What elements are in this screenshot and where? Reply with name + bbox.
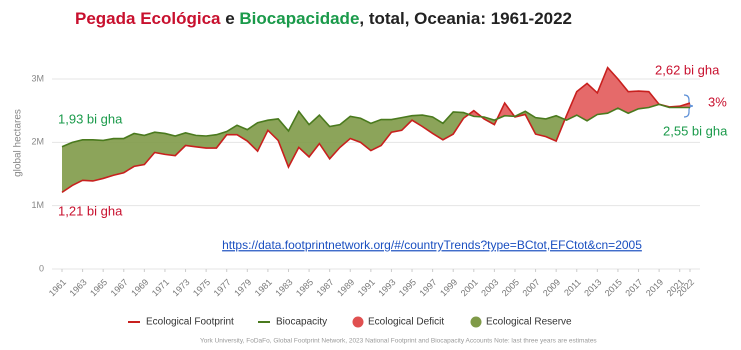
y-tick-label: 2M xyxy=(31,137,44,147)
title-part: e xyxy=(221,9,240,28)
x-tick-label: 2007 xyxy=(520,277,541,298)
footprint-line xyxy=(61,66,691,194)
x-tick-label: 1963 xyxy=(67,277,88,298)
x-tick-label: 1983 xyxy=(273,277,294,298)
legend-label: Ecological Footprint xyxy=(146,317,234,328)
x-tick-label: 2003 xyxy=(479,277,500,298)
legend-label: Ecological Deficit xyxy=(368,317,444,328)
x-tick-label: 1979 xyxy=(232,277,253,298)
source-url[interactable]: https://data.footprintnetwork.org/#/coun… xyxy=(222,238,642,252)
x-tick-label: 2015 xyxy=(603,277,624,298)
legend-label: Ecological Reserve xyxy=(486,317,572,328)
x-tick-label: 1981 xyxy=(253,277,274,298)
legend-swatch xyxy=(470,316,482,328)
brace xyxy=(683,94,694,118)
source-note: York University, FoDaFo, Global Footprin… xyxy=(200,338,597,345)
annotation: 1,21 bi gha xyxy=(58,203,123,218)
legend-label: Biocapacity xyxy=(276,317,327,328)
y-tick-label: 3M xyxy=(31,73,44,83)
title-part: , total, Oceania: 1961-2022 xyxy=(359,9,572,28)
x-tick-label: 1965 xyxy=(88,277,109,298)
x-tick-label: 1985 xyxy=(294,277,315,298)
x-tick-label: 1993 xyxy=(376,277,397,298)
x-tick-label: 1975 xyxy=(191,277,212,298)
biocapacity-line xyxy=(61,103,690,148)
x-tick-label: 2019 xyxy=(644,277,665,298)
annotation: 2,55 bi gha xyxy=(663,123,728,138)
x-tick-label: 2001 xyxy=(459,277,480,298)
x-tick-label: 2017 xyxy=(623,277,644,298)
x-tick-label: 1995 xyxy=(397,277,418,298)
x-tick-label: 2005 xyxy=(500,277,521,298)
y-axis-label: global hectares xyxy=(13,109,24,177)
x-tick-label: 1973 xyxy=(170,277,191,298)
x-tick-label: 1967 xyxy=(109,277,130,298)
y-tick-label: 1M xyxy=(31,200,44,210)
chart-title: Pegada Ecológica e Biocapacidade, total,… xyxy=(75,9,572,28)
annotation: 1,93 bi gha xyxy=(58,111,123,126)
x-tick-label: 1969 xyxy=(129,277,150,298)
x-tick-label: 1961 xyxy=(47,277,68,298)
x-tick-label: 2013 xyxy=(582,277,603,298)
annotation: 2,62 bi gha xyxy=(655,62,720,77)
y-tick-label: 0 xyxy=(39,263,44,273)
x-tick-label: 1977 xyxy=(212,277,233,298)
legend-swatch xyxy=(352,316,364,328)
x-tick-label: 1991 xyxy=(356,277,377,298)
x-tick-label: 1999 xyxy=(438,277,459,298)
title-part: Pegada Ecológica xyxy=(75,9,221,28)
x-tick-label: 1989 xyxy=(335,277,356,298)
x-tick-label: 1997 xyxy=(417,277,438,298)
x-tick-label: 2009 xyxy=(541,277,562,298)
title-part: Biocapacidade xyxy=(239,9,359,28)
x-tick-label: 1987 xyxy=(315,277,336,298)
x-tick-label: 1971 xyxy=(150,277,171,298)
x-tick-label: 2011 xyxy=(562,277,583,298)
annotation: 3% xyxy=(708,94,727,109)
